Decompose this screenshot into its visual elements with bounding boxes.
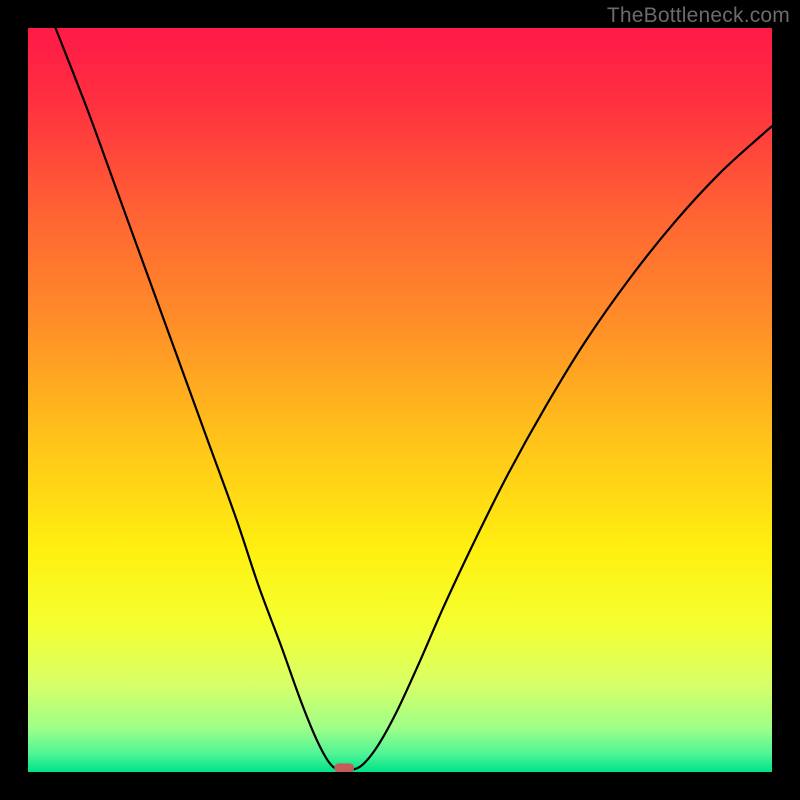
gradient-background	[28, 28, 772, 772]
optimal-point-marker	[334, 763, 354, 772]
chart-frame: TheBottleneck.com	[0, 0, 800, 800]
bottleneck-chart	[28, 28, 772, 772]
watermark-text: TheBottleneck.com	[607, 4, 790, 28]
